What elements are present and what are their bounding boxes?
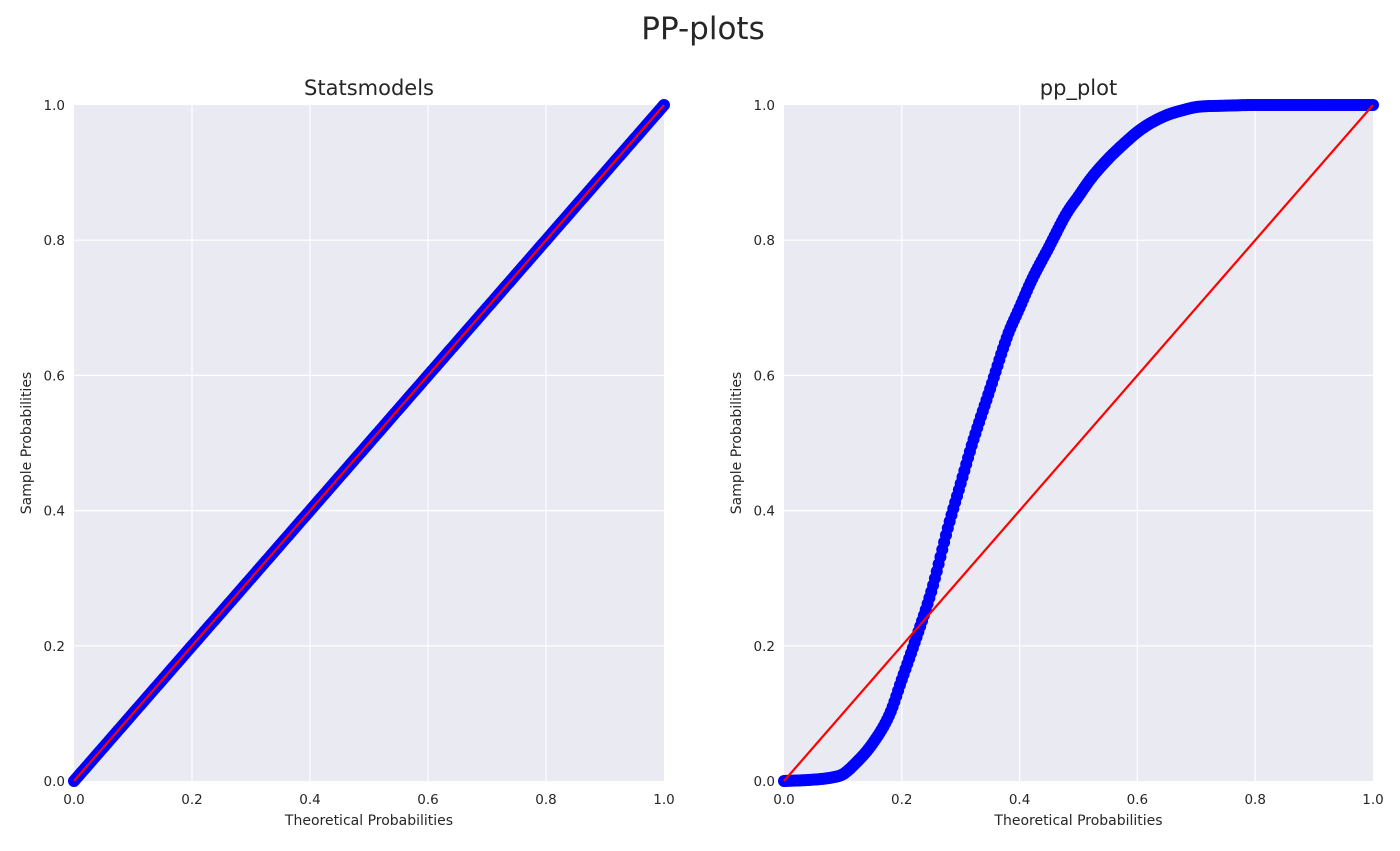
x-tick-label: 0.4 (299, 792, 320, 808)
axes-title: Statsmodels (304, 76, 434, 100)
x-tick-label: 0.8 (1244, 792, 1265, 808)
x-tick-label: 0.2 (891, 792, 912, 808)
axes-title: pp_plot (1040, 76, 1117, 101)
x-tick-label: 1.0 (653, 792, 674, 808)
x-tick-label: 0.2 (181, 792, 202, 808)
y-tick-label: 0.4 (44, 504, 65, 520)
y-tick-label: 0.4 (754, 504, 775, 520)
pp-plot-axes: 0.0 0.2 0.4 0.6 0.8 1.0 0.0 0.2 0.4 0.6 0.8 1.0 pp_p… (729, 76, 1384, 829)
figure-title: PP-plots (641, 11, 764, 47)
x-tick-label: 0.8 (535, 792, 556, 808)
grid-lines (74, 105, 664, 781)
grid-lines (784, 105, 1373, 781)
x-axis-label: Theoretical Probabilities (993, 813, 1162, 829)
y-tick-label: 0.6 (754, 368, 775, 384)
y-tick-label: 1.0 (754, 98, 775, 114)
scatter-series (778, 99, 1379, 787)
y-tick-label: 0.0 (44, 774, 65, 790)
y-axis-label: Sample Probabilities (19, 372, 35, 514)
x-tick-label: 1.0 (1362, 792, 1383, 808)
y-tick-label: 0.8 (44, 233, 65, 249)
y-axis-label: Sample Probabilities (729, 372, 745, 514)
y-tick-label: 0.8 (754, 233, 775, 249)
x-axis-label: Theoretical Probabilities (284, 813, 453, 829)
plot-area (68, 99, 670, 787)
reference-line (73, 104, 665, 782)
y-tick-label: 0.2 (44, 639, 65, 655)
x-tick-label: 0.0 (773, 792, 794, 808)
x-tick-label: 0.6 (1127, 792, 1148, 808)
y-tick-label: 0.2 (754, 639, 775, 655)
x-tick-label: 0.0 (63, 792, 84, 808)
y-tick-label: 1.0 (44, 98, 65, 114)
statsmodels-axes: 0.0 0.2 0.4 0.6 0.8 1.0 0.0 0.2 0.4 0.6 0.8 1.0 Stat… (19, 76, 675, 829)
x-tick-label: 0.4 (1009, 792, 1030, 808)
plot-area (778, 99, 1379, 787)
reference-line (783, 104, 1374, 782)
y-tick-label: 0.6 (44, 368, 65, 384)
y-tick-label: 0.0 (754, 774, 775, 790)
x-tick-label: 0.6 (417, 792, 438, 808)
